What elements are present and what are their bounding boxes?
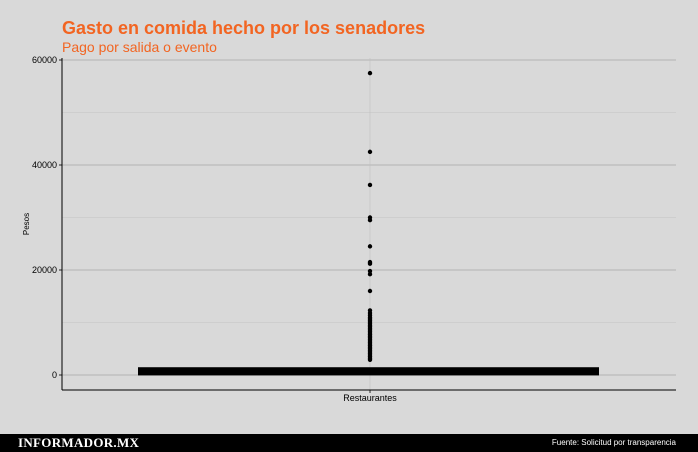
chart: 0 20000 40000 60000 Restaurantes Pesos [22, 55, 676, 403]
outlier-point [367, 244, 373, 249]
outlier-point [367, 70, 373, 76]
y-tick-label: 60000 [32, 55, 57, 65]
source-note: Fuente: Solicitud por transparencia [551, 438, 676, 447]
outlier-point [367, 182, 373, 188]
chart-subtitle: Pago por salida o evento [62, 39, 217, 55]
outlier-point [367, 272, 373, 277]
y-tick-label: 40000 [32, 160, 57, 170]
outlier-point [367, 217, 373, 223]
chart-title: Gasto en comida hecho por los senadores [62, 18, 426, 38]
y-tick-label: 20000 [32, 265, 57, 275]
y-axis-title: Pesos [22, 213, 31, 235]
outlier-point [367, 357, 373, 362]
outlier-point [367, 268, 373, 274]
outlier-point [367, 261, 373, 266]
footer-bar: INFORMADOR.MX Fuente: Solicitud por tran… [0, 434, 698, 452]
brand-logo[interactable]: INFORMADOR.MX [18, 435, 140, 450]
x-tick-label: Restaurantes [343, 393, 397, 403]
y-tick-label: 0 [52, 370, 57, 380]
outlier-point [367, 288, 373, 294]
outlier-point [367, 149, 373, 155]
